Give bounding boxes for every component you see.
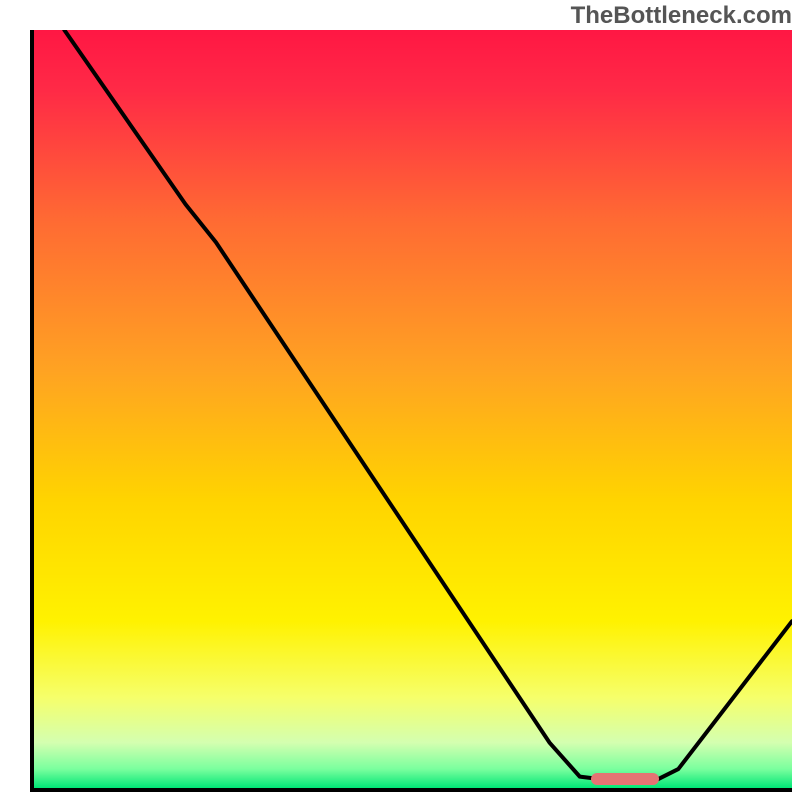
curve-layer	[34, 30, 792, 788]
chart-container: TheBottleneck.com	[0, 0, 800, 800]
optimum-marker	[591, 773, 659, 785]
plot-area	[30, 30, 792, 792]
watermark-text: TheBottleneck.com	[571, 2, 792, 30]
bottleneck-curve	[64, 30, 792, 780]
